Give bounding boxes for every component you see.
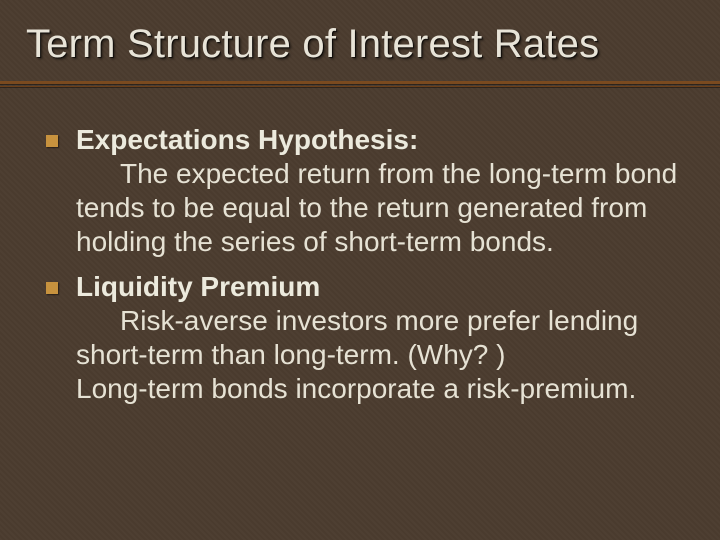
list-item: Liquidity Premium Risk-averse investors … [42, 270, 688, 407]
item-body-line: The expected return from the long-term b… [76, 157, 688, 191]
item-body-line: Long-term bonds incorporate a risk-premi… [76, 372, 688, 406]
slide-title: Term Structure of Interest Rates [26, 22, 700, 67]
divider-bar-thin [0, 86, 720, 87]
slide: Term Structure of Interest Rates Expecta… [0, 0, 720, 540]
list-item: Expectations Hypothesis: The expected re… [42, 123, 688, 260]
item-lead: Liquidity Premium [76, 271, 320, 302]
item-lead: Expectations Hypothesis: [76, 124, 418, 155]
divider-bar-thick [0, 81, 720, 84]
square-bullet-icon [46, 282, 58, 294]
item-body-line: Risk-averse investors more prefer lendin… [76, 304, 688, 338]
content-area: Expectations Hypothesis: The expected re… [26, 123, 700, 406]
title-divider [26, 81, 700, 87]
item-body-line: tends to be equal to the return generate… [76, 191, 688, 259]
item-body-line: short-term than long-term. (Why? ) [76, 338, 688, 372]
square-bullet-icon [46, 135, 58, 147]
